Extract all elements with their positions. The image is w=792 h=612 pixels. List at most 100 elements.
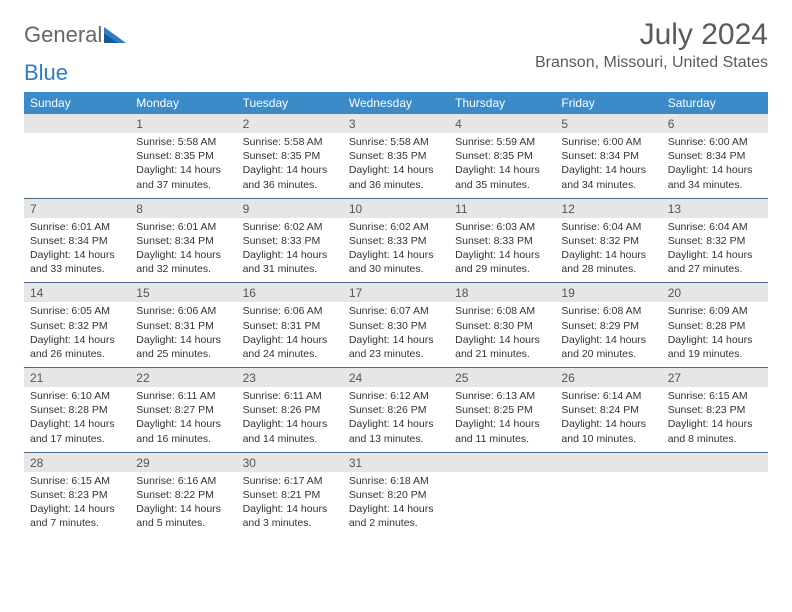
sunset-text: Sunset: 8:21 PM (243, 488, 337, 502)
week-row: 1Sunrise: 5:58 AMSunset: 8:35 PMDaylight… (24, 114, 768, 199)
day-number: 19 (555, 283, 661, 302)
day-number: 27 (662, 368, 768, 387)
day-cell: 27Sunrise: 6:15 AMSunset: 8:23 PMDayligh… (662, 368, 768, 452)
day-number: 12 (555, 199, 661, 218)
day-body: Sunrise: 6:01 AMSunset: 8:34 PMDaylight:… (24, 218, 130, 283)
day-body: Sunrise: 5:58 AMSunset: 8:35 PMDaylight:… (343, 133, 449, 198)
day-number: 3 (343, 114, 449, 133)
day-cell: 22Sunrise: 6:11 AMSunset: 8:27 PMDayligh… (130, 368, 236, 452)
daylight-text: Daylight: 14 hours and 8 minutes. (668, 417, 762, 445)
day-body: Sunrise: 6:03 AMSunset: 8:33 PMDaylight:… (449, 218, 555, 283)
day-body: Sunrise: 6:18 AMSunset: 8:20 PMDaylight:… (343, 472, 449, 537)
day-number: 14 (24, 283, 130, 302)
sunrise-text: Sunrise: 5:59 AM (455, 135, 549, 149)
day-cell: 4Sunrise: 5:59 AMSunset: 8:35 PMDaylight… (449, 114, 555, 198)
logo: General (24, 22, 126, 48)
day-body: Sunrise: 6:16 AMSunset: 8:22 PMDaylight:… (130, 472, 236, 537)
sunrise-text: Sunrise: 6:11 AM (243, 389, 337, 403)
day-header-wednesday: Wednesday (343, 92, 449, 114)
day-number: 4 (449, 114, 555, 133)
sunrise-text: Sunrise: 6:08 AM (455, 304, 549, 318)
day-cell (449, 453, 555, 537)
daylight-text: Daylight: 14 hours and 3 minutes. (243, 502, 337, 530)
day-body: Sunrise: 6:13 AMSunset: 8:25 PMDaylight:… (449, 387, 555, 452)
daylight-text: Daylight: 14 hours and 34 minutes. (561, 163, 655, 191)
day-number: 29 (130, 453, 236, 472)
day-body: Sunrise: 6:06 AMSunset: 8:31 PMDaylight:… (237, 302, 343, 367)
day-body: Sunrise: 5:58 AMSunset: 8:35 PMDaylight:… (130, 133, 236, 198)
sunset-text: Sunset: 8:34 PM (136, 234, 230, 248)
day-cell: 24Sunrise: 6:12 AMSunset: 8:26 PMDayligh… (343, 368, 449, 452)
day-body (449, 472, 555, 480)
day-body (555, 472, 661, 480)
sunrise-text: Sunrise: 6:04 AM (668, 220, 762, 234)
daylight-text: Daylight: 14 hours and 24 minutes. (243, 333, 337, 361)
sunrise-text: Sunrise: 5:58 AM (243, 135, 337, 149)
day-cell: 2Sunrise: 5:58 AMSunset: 8:35 PMDaylight… (237, 114, 343, 198)
sunrise-text: Sunrise: 6:16 AM (136, 474, 230, 488)
day-cell: 5Sunrise: 6:00 AMSunset: 8:34 PMDaylight… (555, 114, 661, 198)
sunrise-text: Sunrise: 6:00 AM (561, 135, 655, 149)
day-body: Sunrise: 6:17 AMSunset: 8:21 PMDaylight:… (237, 472, 343, 537)
day-header-row: Sunday Monday Tuesday Wednesday Thursday… (24, 92, 768, 114)
sunrise-text: Sunrise: 6:07 AM (349, 304, 443, 318)
sunrise-text: Sunrise: 6:05 AM (30, 304, 124, 318)
day-cell: 14Sunrise: 6:05 AMSunset: 8:32 PMDayligh… (24, 283, 130, 367)
sunrise-text: Sunrise: 6:08 AM (561, 304, 655, 318)
sunset-text: Sunset: 8:31 PM (136, 319, 230, 333)
calendar-page: General July 2024 Branson, Missouri, Uni… (0, 0, 792, 554)
day-number: 10 (343, 199, 449, 218)
day-header-saturday: Saturday (662, 92, 768, 114)
sunset-text: Sunset: 8:30 PM (349, 319, 443, 333)
day-cell: 7Sunrise: 6:01 AMSunset: 8:34 PMDaylight… (24, 199, 130, 283)
sunrise-text: Sunrise: 6:15 AM (668, 389, 762, 403)
sunset-text: Sunset: 8:20 PM (349, 488, 443, 502)
logo-text-2: Blue (24, 60, 68, 86)
day-body: Sunrise: 6:02 AMSunset: 8:33 PMDaylight:… (237, 218, 343, 283)
day-body: Sunrise: 6:12 AMSunset: 8:26 PMDaylight:… (343, 387, 449, 452)
day-number (449, 453, 555, 472)
week-row: 28Sunrise: 6:15 AMSunset: 8:23 PMDayligh… (24, 453, 768, 537)
sunset-text: Sunset: 8:28 PM (30, 403, 124, 417)
sunset-text: Sunset: 8:35 PM (243, 149, 337, 163)
sunset-text: Sunset: 8:34 PM (30, 234, 124, 248)
day-number: 9 (237, 199, 343, 218)
day-number: 1 (130, 114, 236, 133)
daylight-text: Daylight: 14 hours and 28 minutes. (561, 248, 655, 276)
daylight-text: Daylight: 14 hours and 33 minutes. (30, 248, 124, 276)
sunset-text: Sunset: 8:32 PM (668, 234, 762, 248)
daylight-text: Daylight: 14 hours and 5 minutes. (136, 502, 230, 530)
day-body: Sunrise: 6:05 AMSunset: 8:32 PMDaylight:… (24, 302, 130, 367)
day-cell: 9Sunrise: 6:02 AMSunset: 8:33 PMDaylight… (237, 199, 343, 283)
day-cell: 25Sunrise: 6:13 AMSunset: 8:25 PMDayligh… (449, 368, 555, 452)
sunrise-text: Sunrise: 6:12 AM (349, 389, 443, 403)
daylight-text: Daylight: 14 hours and 2 minutes. (349, 502, 443, 530)
day-cell: 29Sunrise: 6:16 AMSunset: 8:22 PMDayligh… (130, 453, 236, 537)
day-cell: 20Sunrise: 6:09 AMSunset: 8:28 PMDayligh… (662, 283, 768, 367)
day-body: Sunrise: 6:07 AMSunset: 8:30 PMDaylight:… (343, 302, 449, 367)
weeks-container: 1Sunrise: 5:58 AMSunset: 8:35 PMDaylight… (24, 114, 768, 536)
sunset-text: Sunset: 8:35 PM (349, 149, 443, 163)
day-number: 8 (130, 199, 236, 218)
day-number: 6 (662, 114, 768, 133)
day-cell (555, 453, 661, 537)
day-body: Sunrise: 6:10 AMSunset: 8:28 PMDaylight:… (24, 387, 130, 452)
day-number (555, 453, 661, 472)
day-cell (662, 453, 768, 537)
sunset-text: Sunset: 8:26 PM (243, 403, 337, 417)
sunrise-text: Sunrise: 6:06 AM (136, 304, 230, 318)
day-body (662, 472, 768, 480)
day-number: 28 (24, 453, 130, 472)
daylight-text: Daylight: 14 hours and 21 minutes. (455, 333, 549, 361)
day-body: Sunrise: 6:02 AMSunset: 8:33 PMDaylight:… (343, 218, 449, 283)
day-number: 17 (343, 283, 449, 302)
day-body: Sunrise: 6:15 AMSunset: 8:23 PMDaylight:… (24, 472, 130, 537)
day-number: 24 (343, 368, 449, 387)
week-row: 21Sunrise: 6:10 AMSunset: 8:28 PMDayligh… (24, 368, 768, 453)
day-number: 21 (24, 368, 130, 387)
sunrise-text: Sunrise: 5:58 AM (349, 135, 443, 149)
daylight-text: Daylight: 14 hours and 36 minutes. (349, 163, 443, 191)
day-body (24, 133, 130, 141)
day-cell: 26Sunrise: 6:14 AMSunset: 8:24 PMDayligh… (555, 368, 661, 452)
day-cell: 8Sunrise: 6:01 AMSunset: 8:34 PMDaylight… (130, 199, 236, 283)
